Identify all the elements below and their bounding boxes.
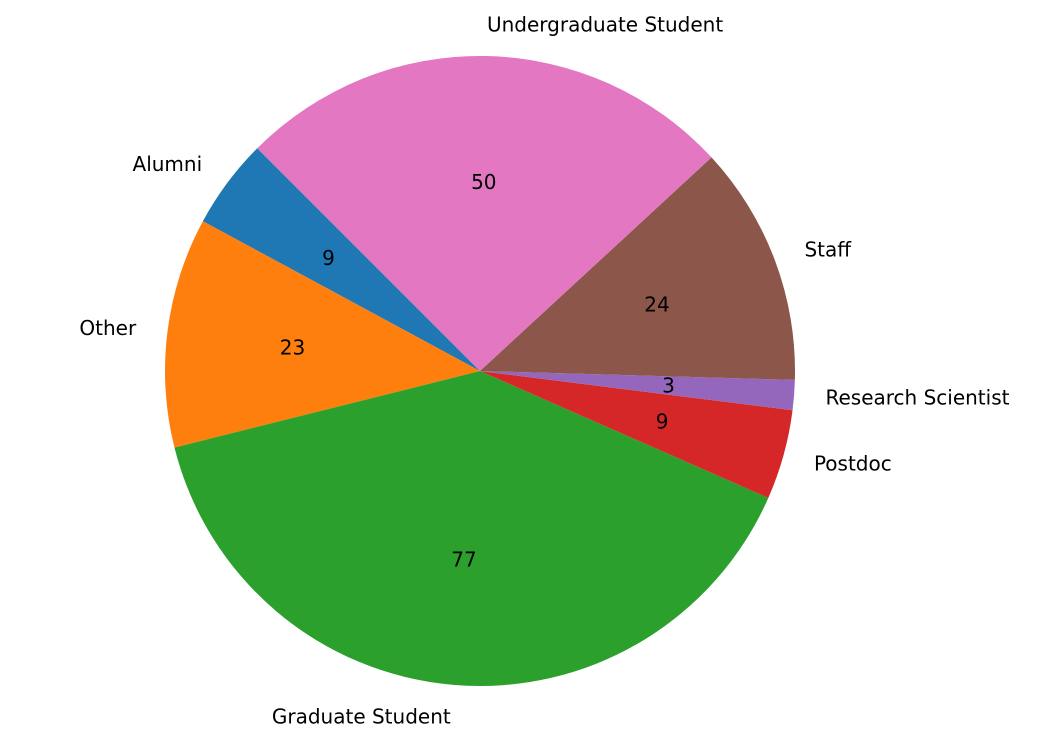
pie-slice-undergraduate-student [257,55,712,371]
value-label-postdoc: 9 [656,409,669,433]
pie-slice-staff [480,157,795,380]
pie-slice-graduate-student [174,371,769,686]
value-label-staff: 24 [644,293,669,317]
value-label-graduate-student: 77 [451,547,476,571]
value-label-other: 23 [280,335,305,359]
value-label-undergraduate-student: 50 [471,170,496,194]
category-label-undergraduate-student: Undergraduate Student [487,13,723,37]
pie-slice-postdoc [480,371,793,498]
pie-slice-other [164,221,481,448]
category-label-alumni: Alumni [133,152,203,176]
value-labels-layer: 9 23 77 9 3 24 50 [280,170,675,571]
category-label-other: Other [79,316,137,340]
category-labels-layer: Alumni Other Graduate Student Postdoc Resear… [79,13,1009,729]
category-label-staff: Staff [804,237,852,261]
pie-slice-alumni [202,148,480,371]
value-label-alumni: 9 [322,246,335,270]
category-label-graduate-student: Graduate Student [272,704,451,728]
value-label-research-scientist: 3 [662,373,675,397]
category-label-postdoc: Postdoc [814,451,892,475]
category-label-research-scientist: Research Scientist [825,385,1009,409]
pie-slice-research-scientist [480,371,795,411]
slices-layer [164,55,795,686]
